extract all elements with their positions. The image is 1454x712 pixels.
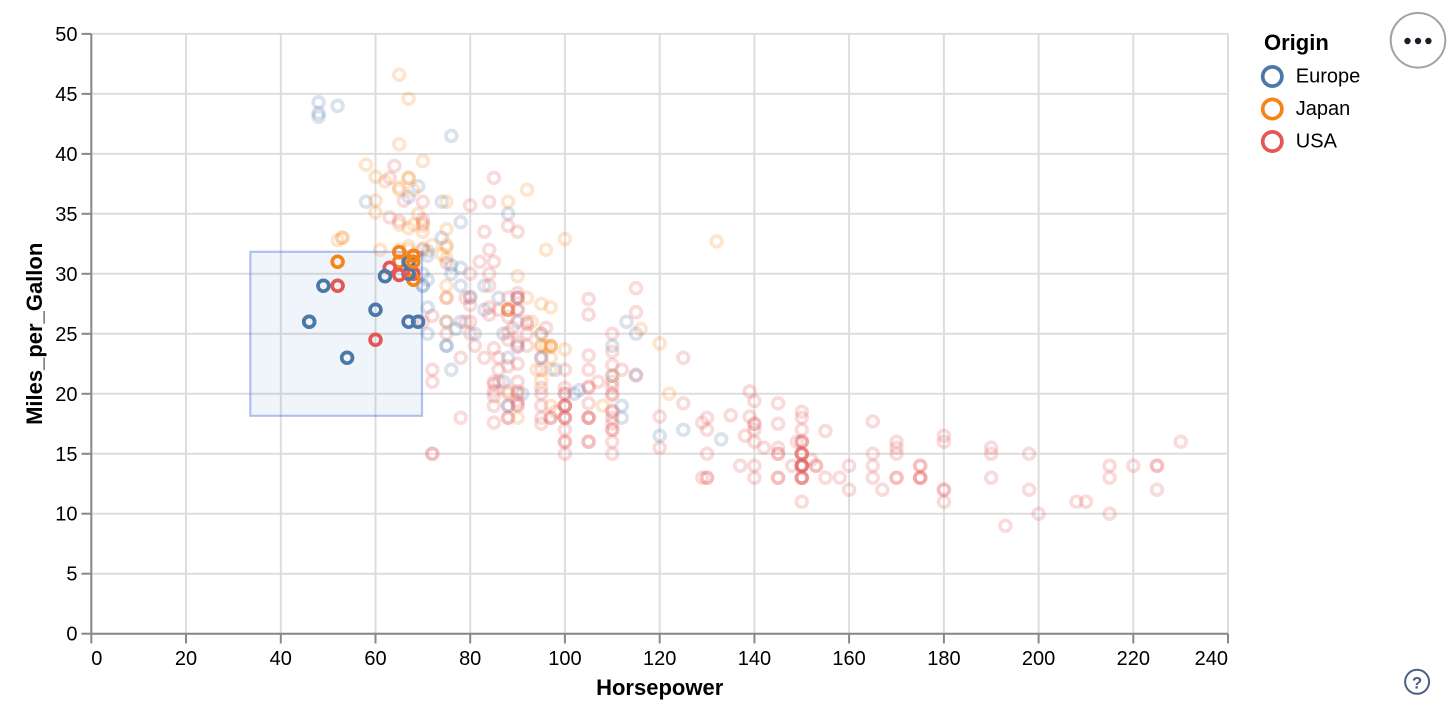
svg-text:100: 100 <box>548 648 581 670</box>
svg-text:5: 5 <box>66 564 77 586</box>
svg-text:30: 30 <box>55 264 77 286</box>
svg-text:?: ? <box>1412 673 1422 692</box>
svg-text:0: 0 <box>91 648 102 670</box>
svg-text:Europe: Europe <box>1296 65 1361 87</box>
svg-text:USA: USA <box>1296 130 1338 152</box>
svg-text:180: 180 <box>927 648 960 670</box>
svg-text:240: 240 <box>1195 648 1228 670</box>
svg-text:Miles_per_Gallon: Miles_per_Gallon <box>22 243 47 425</box>
svg-text:20: 20 <box>175 648 197 670</box>
svg-text:15: 15 <box>55 444 77 466</box>
svg-text:Japan: Japan <box>1296 98 1351 120</box>
svg-text:50: 50 <box>55 24 77 46</box>
svg-text:40: 40 <box>55 144 77 166</box>
svg-text:120: 120 <box>643 648 676 670</box>
svg-text:35: 35 <box>55 204 77 226</box>
svg-text:220: 220 <box>1117 648 1150 670</box>
svg-text:60: 60 <box>364 648 386 670</box>
svg-text:Horsepower: Horsepower <box>596 675 724 700</box>
svg-text:200: 200 <box>1022 648 1055 670</box>
svg-text:40: 40 <box>270 648 292 670</box>
svg-text:140: 140 <box>738 648 771 670</box>
svg-text:25: 25 <box>55 324 77 346</box>
svg-text:0: 0 <box>66 624 77 646</box>
svg-text:Origin: Origin <box>1264 30 1329 55</box>
svg-text:45: 45 <box>55 84 77 106</box>
svg-text:20: 20 <box>55 384 77 406</box>
svg-text:160: 160 <box>832 648 865 670</box>
svg-text:10: 10 <box>55 504 77 526</box>
svg-text:80: 80 <box>459 648 481 670</box>
